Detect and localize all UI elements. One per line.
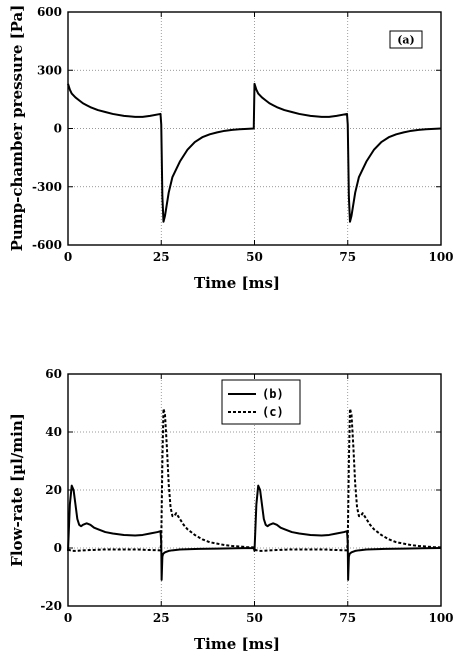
y-tick-label-flow: 20: [45, 483, 62, 497]
x-axis-title-pressure: Time [ms]: [194, 274, 280, 292]
panel-label: (a): [397, 34, 415, 47]
x-axis-title-flow: Time [ms]: [194, 635, 280, 653]
y-tick-label-pressure: 0: [54, 122, 62, 136]
ticks-pressure: 0 25 50 75 100 -600 -300 0 300 600: [32, 5, 454, 264]
legend-label-c: (c): [262, 405, 284, 419]
x-tick-label-pressure: 75: [339, 250, 356, 264]
x-tick-label-flow: 25: [153, 611, 170, 625]
y-tick-label-flow: 40: [45, 425, 62, 439]
x-tick-label-flow: 75: [339, 611, 356, 625]
y-tick-label-pressure: 600: [37, 5, 62, 19]
series-group-flow: [67, 407, 442, 581]
panel-label-frame: [389, 30, 423, 49]
panel-label-box: (a): [389, 30, 423, 49]
x-tick-label-pressure: 100: [428, 250, 453, 264]
y-tick-label-pressure: 300: [37, 63, 62, 77]
y-axis-title-flow: Flow-rate [µl/min]: [8, 413, 26, 567]
y-tick-label-flow: 0: [54, 541, 62, 555]
x-tick-label-pressure: 0: [64, 250, 72, 264]
x-tick-label-flow: 50: [246, 611, 263, 625]
y-tick-label-flow: 60: [45, 367, 62, 381]
x-tick-label-pressure: 50: [246, 250, 263, 264]
y-tick-label-pressure: -300: [32, 180, 62, 194]
x-tick-label-pressure: 25: [153, 250, 170, 264]
legend: (b) (c): [221, 379, 301, 425]
legend-label-b: (b): [262, 387, 284, 401]
series-line-flow-0: [67, 484, 442, 581]
y-tick-label-pressure: -600: [32, 238, 62, 252]
x-tick-label-flow: 0: [64, 611, 72, 625]
series-line-pressure-0: [67, 82, 442, 223]
y-axis-title-pressure: Pump-chamber pressure [Pa]: [8, 5, 26, 252]
legend-frame: [221, 379, 301, 425]
y-tick-label-flow: -20: [40, 599, 62, 613]
series-group-pressure: [67, 82, 442, 223]
x-tick-label-flow: 100: [428, 611, 453, 625]
series-line-flow-1: [67, 407, 442, 552]
